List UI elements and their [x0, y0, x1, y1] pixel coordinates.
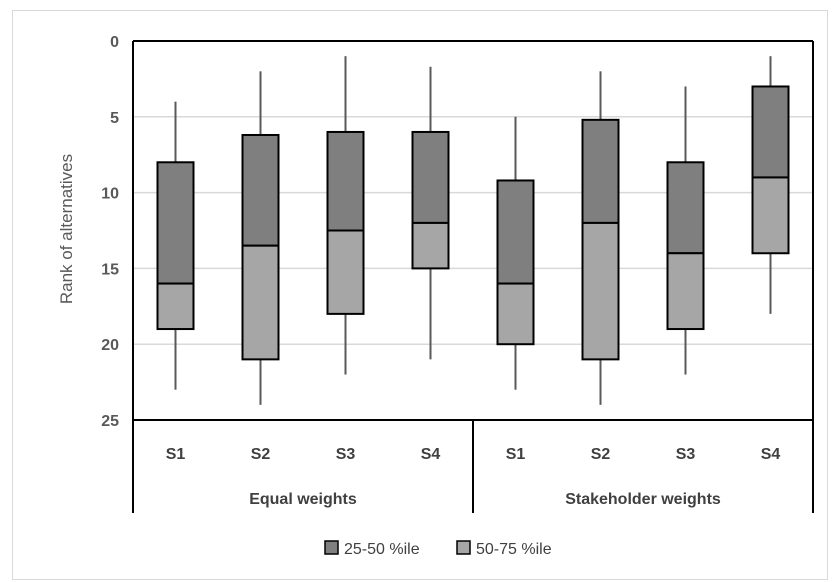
category-label: S1 — [166, 446, 186, 463]
box-25-50 — [156, 161, 195, 285]
box-50-75 — [496, 282, 535, 346]
category-label: S3 — [676, 446, 696, 463]
legend-label: 25-50 %ile — [344, 541, 420, 558]
y-axis-title: Rank of alternatives — [57, 154, 76, 304]
group-label: Stakeholder weights — [565, 491, 721, 508]
y-tick-label: 15 — [101, 261, 119, 278]
box-25-50 — [411, 130, 450, 224]
labels: 0 5 10 15 20 25 S1 S2 S3 S4 Equal weights S1 S2 S3 S4 S… — [101, 34, 780, 508]
box-50-75 — [326, 229, 365, 315]
boxplot-chart: 0 5 10 15 20 25 S1 S2 S3 S4 Equal weights S1 S2 S3 S4 S… — [57, 34, 814, 558]
box-50-75 — [666, 252, 705, 331]
box-50-75 — [581, 221, 620, 361]
box-25-50 — [666, 161, 705, 255]
axes — [132, 40, 814, 513]
legend-swatch — [324, 540, 339, 555]
category-label: S1 — [506, 446, 526, 463]
y-tick-label: 5 — [110, 110, 119, 127]
category-label: S2 — [251, 446, 271, 463]
y-tick-label: 20 — [101, 337, 119, 354]
boxes — [156, 56, 790, 405]
grid-lines — [133, 116, 813, 345]
box-50-75 — [156, 282, 195, 331]
group-label: Equal weights — [249, 491, 357, 508]
category-label: S3 — [336, 446, 356, 463]
category-label: S2 — [591, 446, 611, 463]
box-50-75 — [411, 221, 450, 270]
legend: 25-50 %ile 50-75 %ile — [324, 540, 552, 558]
legend-swatch — [456, 540, 471, 555]
box-25-50 — [496, 179, 535, 285]
box-25-50 — [581, 118, 620, 224]
category-label: S4 — [761, 446, 781, 463]
box-25-50 — [751, 85, 790, 179]
y-tick-label: 25 — [101, 413, 119, 430]
box-50-75 — [241, 244, 280, 361]
category-label: S4 — [421, 446, 441, 463]
box-25-50 — [241, 133, 280, 247]
chart-frame: 0 5 10 15 20 25 S1 S2 S3 S4 Equal weights S1 S2 S3 S4 S… — [12, 10, 828, 580]
y-tick-label: 10 — [101, 186, 119, 203]
legend-label: 50-75 %ile — [476, 541, 552, 558]
y-tick-label: 0 — [110, 34, 119, 51]
box-25-50 — [326, 130, 365, 232]
box-50-75 — [751, 176, 790, 255]
